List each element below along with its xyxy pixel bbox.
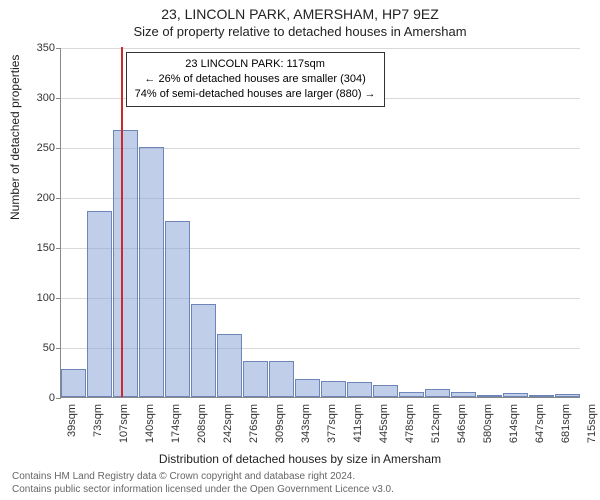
y-tick-mark bbox=[56, 348, 61, 349]
y-tick-label: 50 bbox=[5, 342, 55, 354]
histogram-bar bbox=[451, 392, 476, 397]
info-box-line: 74% of semi-detached houses are larger (… bbox=[135, 87, 376, 102]
histogram-bar bbox=[243, 361, 268, 397]
y-tick-label: 200 bbox=[5, 192, 55, 204]
y-tick-mark bbox=[56, 398, 61, 399]
chart-title-sub: Size of property relative to detached ho… bbox=[0, 24, 600, 39]
histogram-bar bbox=[139, 147, 164, 397]
histogram-bar bbox=[113, 130, 138, 397]
y-tick-label: 300 bbox=[5, 92, 55, 104]
histogram-bar bbox=[477, 395, 502, 397]
y-tick-label: 100 bbox=[5, 292, 55, 304]
gridline bbox=[61, 48, 580, 49]
histogram-bar bbox=[425, 389, 450, 397]
histogram-bar bbox=[529, 395, 554, 397]
histogram-bar bbox=[295, 379, 320, 397]
y-tick-mark bbox=[56, 248, 61, 249]
histogram-bar bbox=[503, 393, 528, 397]
histogram-bar bbox=[61, 369, 86, 397]
histogram-bar bbox=[347, 382, 372, 397]
info-box-line: 23 LINCOLN PARK: 117sqm bbox=[135, 57, 376, 72]
chart-title-main: 23, LINCOLN PARK, AMERSHAM, HP7 9EZ bbox=[0, 6, 600, 22]
info-box-line: ← 26% of detached houses are smaller (30… bbox=[135, 72, 376, 87]
y-tick-mark bbox=[56, 198, 61, 199]
y-tick-label: 150 bbox=[5, 242, 55, 254]
histogram-bar bbox=[191, 304, 216, 397]
info-box: 23 LINCOLN PARK: 117sqm← 26% of detached… bbox=[126, 52, 385, 107]
histogram-bar bbox=[321, 381, 346, 397]
x-axis-label: Distribution of detached houses by size … bbox=[0, 452, 600, 466]
histogram-bar bbox=[373, 385, 398, 397]
y-tick-mark bbox=[56, 98, 61, 99]
y-tick-mark bbox=[56, 148, 61, 149]
y-tick-label: 0 bbox=[5, 392, 55, 404]
y-tick-mark bbox=[56, 48, 61, 49]
histogram-bar bbox=[399, 392, 424, 397]
histogram-bar bbox=[217, 334, 242, 397]
y-tick-label: 250 bbox=[5, 142, 55, 154]
histogram-bar bbox=[87, 211, 112, 397]
footer-line-1: Contains HM Land Registry data © Crown c… bbox=[12, 470, 588, 483]
y-tick-label: 350 bbox=[5, 42, 55, 54]
histogram-bar bbox=[269, 361, 294, 397]
property-marker-line bbox=[121, 47, 123, 397]
histogram-bar bbox=[165, 221, 190, 397]
histogram-bar bbox=[555, 394, 580, 397]
y-tick-mark bbox=[56, 298, 61, 299]
footer-line-2: Contains public sector information licen… bbox=[12, 483, 588, 496]
chart-footer: Contains HM Land Registry data © Crown c… bbox=[12, 470, 588, 496]
